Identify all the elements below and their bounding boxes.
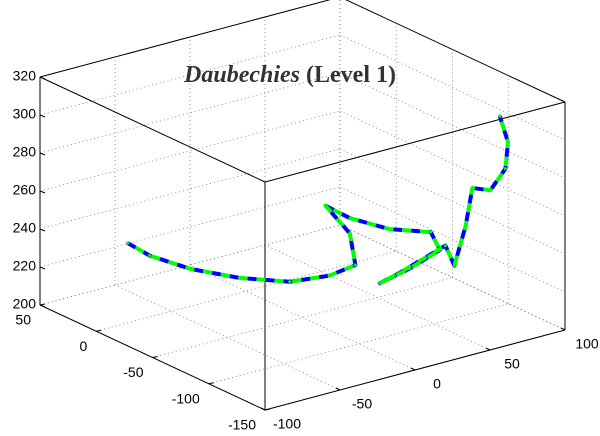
plot-area xyxy=(126,114,510,286)
z-tick-label: 300 xyxy=(13,106,37,122)
y-tick xyxy=(96,329,102,332)
grid-line xyxy=(339,186,566,293)
grid-line xyxy=(96,250,397,332)
data-point xyxy=(378,281,382,285)
grid-line xyxy=(114,284,341,391)
chart-title: Daubechies (Level 1) xyxy=(183,62,396,88)
data-point xyxy=(238,276,241,280)
data-point xyxy=(188,267,192,271)
grid-line xyxy=(208,303,509,385)
y-tick-label: -100 xyxy=(172,390,200,406)
data-line xyxy=(126,115,510,286)
x-tick xyxy=(410,367,416,371)
axes-box xyxy=(39,0,566,411)
z-tick xyxy=(39,114,46,118)
grid-line xyxy=(39,110,341,192)
z-tick-label: 240 xyxy=(13,220,37,236)
title-main: Daubechies xyxy=(183,62,300,88)
data-point xyxy=(288,280,292,284)
box-edge xyxy=(39,0,331,78)
grid-line xyxy=(339,72,566,179)
data-point xyxy=(408,267,412,271)
x-tick-label: 0 xyxy=(433,376,441,392)
y-tick xyxy=(152,356,158,358)
data-point xyxy=(429,230,433,234)
data-point xyxy=(443,244,447,248)
data-point xyxy=(348,216,352,220)
x-tick xyxy=(260,407,266,411)
z-tick xyxy=(39,152,46,156)
x-tick-label: -100 xyxy=(273,416,301,432)
z-tick xyxy=(39,304,46,308)
z-tick-label: 320 xyxy=(13,68,37,84)
y-tick-label: -50 xyxy=(123,364,143,380)
x-tick xyxy=(335,387,341,391)
data-point xyxy=(452,263,456,267)
x-tick-label: 50 xyxy=(504,356,520,372)
x-tick xyxy=(560,327,566,331)
grid-line xyxy=(39,186,341,268)
grid-line xyxy=(339,110,566,217)
x-tick-label: 100 xyxy=(575,336,599,352)
z-tick xyxy=(39,266,46,270)
title-suffix: (Level 1) xyxy=(306,62,396,88)
grid-line xyxy=(189,264,416,371)
z-tick-label: 220 xyxy=(13,258,37,274)
z-tick-label: 260 xyxy=(13,182,37,198)
data-point xyxy=(348,231,352,235)
x-tick-label: -50 xyxy=(352,396,372,412)
y-tick-label: 0 xyxy=(79,338,87,354)
data-point xyxy=(464,224,468,228)
data-point xyxy=(353,263,357,267)
data-point xyxy=(398,270,402,274)
box-edge xyxy=(264,101,566,183)
x-tick xyxy=(485,347,491,351)
z-tick-label: 280 xyxy=(13,144,37,160)
box-edge xyxy=(345,0,566,103)
z-tick-label: 200 xyxy=(13,296,37,312)
z-tick xyxy=(39,228,46,232)
data-point xyxy=(126,241,130,245)
data-point xyxy=(438,248,442,252)
grid-line xyxy=(339,34,566,141)
data-point xyxy=(148,254,151,257)
data-line xyxy=(126,115,510,286)
data-point xyxy=(388,227,391,231)
data-point xyxy=(328,274,331,278)
z-tick xyxy=(39,190,46,194)
y-tick-label: 50 xyxy=(15,312,31,328)
y-tick xyxy=(264,408,271,411)
grid-line xyxy=(339,224,566,331)
data-point xyxy=(470,186,474,190)
grid-line xyxy=(339,148,566,255)
box-edge xyxy=(39,76,266,183)
data-point xyxy=(488,188,492,192)
y-tick-label: -150 xyxy=(228,417,256,433)
y-tick xyxy=(208,382,214,385)
data-point xyxy=(498,114,502,118)
data-point xyxy=(506,140,510,144)
z-tick xyxy=(39,76,46,80)
data-point xyxy=(323,204,327,208)
data-point xyxy=(503,167,507,171)
